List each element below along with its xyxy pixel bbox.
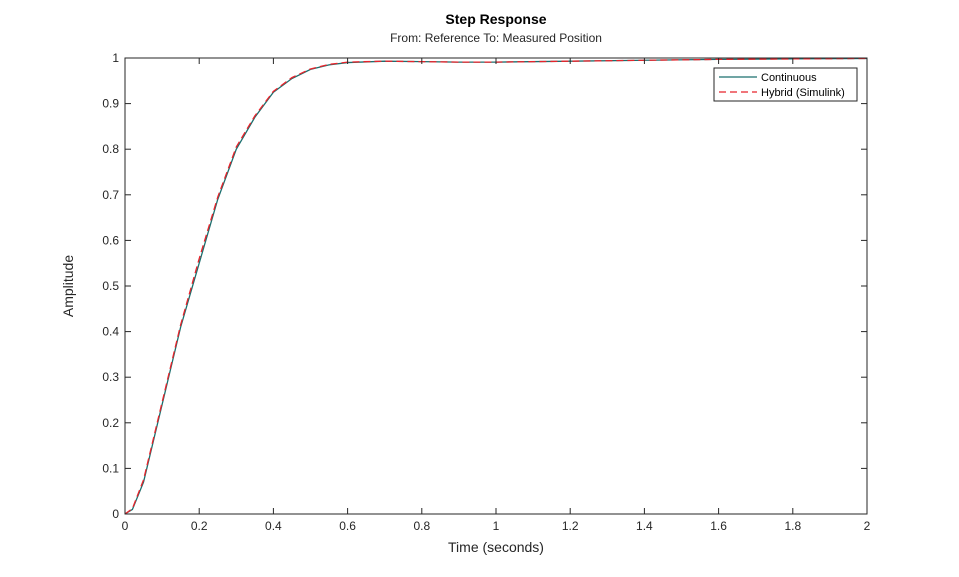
- x-axis-label: Time (seconds): [448, 539, 544, 555]
- x-tick-label: 2: [864, 519, 871, 533]
- chart-subtitle: From: Reference To: Measured Position: [390, 31, 602, 45]
- x-axis-ticks: 0 0.2 0.4 0.6 0.8 1 1.2 1.4 1.6 1.8 2: [122, 58, 871, 533]
- legend-label-continuous: Continuous: [761, 72, 817, 84]
- x-tick-label: 0.8: [413, 519, 430, 533]
- y-tick-label: 0.4: [102, 325, 119, 339]
- y-tick-label: 1: [112, 51, 119, 65]
- x-tick-label: 0.4: [265, 519, 282, 533]
- y-tick-label: 0.3: [102, 370, 119, 384]
- y-axis-ticks: 0 0.1 0.2 0.3 0.4 0.5 0.6 0.7 0.8 0.9 1: [102, 51, 867, 521]
- series-line-hybrid: [124, 57, 868, 515]
- y-tick-label: 0.7: [102, 188, 119, 202]
- legend: Continuous Hybrid (Simulink): [713, 67, 858, 102]
- x-tick-label: 1.4: [636, 519, 653, 533]
- y-tick-label: 0.5: [102, 279, 119, 293]
- series-layer: [124, 57, 868, 515]
- x-tick-label: 1.2: [562, 519, 579, 533]
- x-tick-label: 0: [122, 519, 129, 533]
- chart-title: Step Response: [445, 11, 546, 27]
- y-tick-label: 0.8: [102, 142, 119, 156]
- x-tick-label: 1.8: [784, 519, 801, 533]
- x-tick-label: 0.6: [339, 519, 356, 533]
- x-tick-label: 1: [493, 519, 500, 533]
- x-tick-label: 0.2: [191, 519, 208, 533]
- y-tick-label: 0.1: [102, 461, 119, 475]
- plot-area: [125, 58, 867, 514]
- y-axis-label: Amplitude: [60, 255, 76, 317]
- legend-box: [713, 67, 858, 102]
- plot-background: [125, 58, 867, 514]
- y-tick-label: 0: [112, 507, 119, 521]
- y-tick-label: 0.2: [102, 416, 119, 430]
- y-tick-label: 0.9: [102, 97, 119, 111]
- y-tick-label: 0.6: [102, 233, 119, 247]
- x-tick-label: 1.6: [710, 519, 727, 533]
- legend-label-hybrid: Hybrid (Simulink): [761, 87, 845, 99]
